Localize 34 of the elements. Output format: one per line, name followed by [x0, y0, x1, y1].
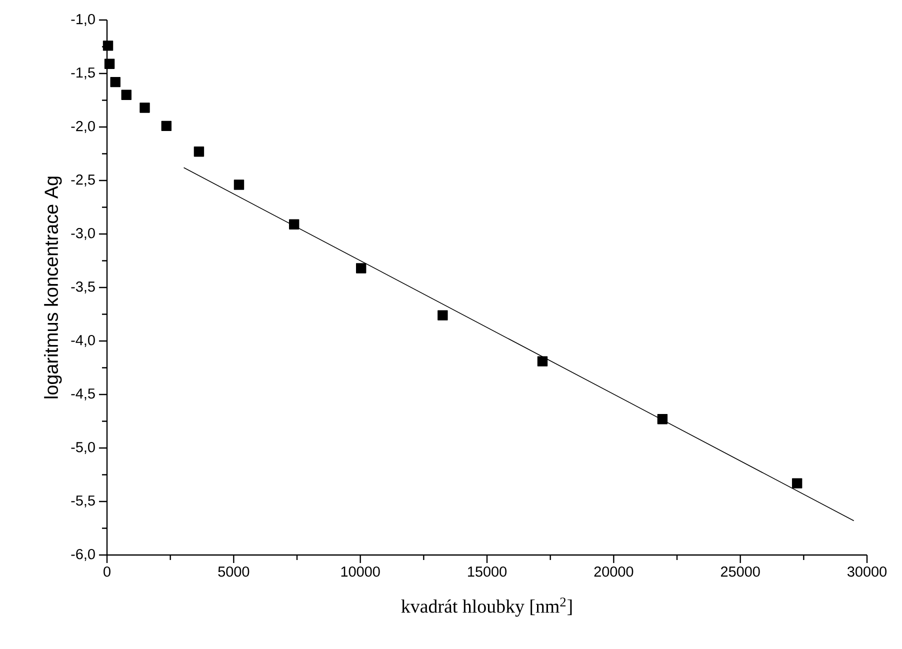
y-tick-label: -4,5	[71, 388, 95, 400]
y-tick-label: -3,5	[71, 282, 95, 294]
point	[104, 58, 115, 69]
y-tick-label: -4,0	[71, 335, 95, 347]
x-tick-label: 5000	[218, 566, 250, 577]
point	[110, 76, 120, 88]
point	[356, 263, 366, 274]
point	[234, 180, 244, 190]
point	[121, 90, 132, 100]
y-tick-label: -5,0	[71, 442, 95, 454]
y-tick-label: -2,5	[71, 174, 95, 186]
point	[657, 414, 668, 424]
y-tick-label: -1,5	[71, 68, 95, 80]
point	[194, 146, 204, 157]
y-tick-label: -3,0	[71, 228, 95, 240]
y-tick-label: -1,0	[71, 14, 95, 26]
y-axis-title: logaritmus koncentrace Ag	[44, 176, 62, 398]
point	[792, 478, 802, 488]
x-axis-title: kvadrát hloubky [nm$^{2}$]	[401, 598, 572, 617]
point	[161, 120, 172, 132]
x-tick-label: 10000	[341, 566, 380, 577]
point	[537, 356, 548, 366]
x-tick-label: 15000	[468, 566, 507, 577]
x-tick-label: 25000	[720, 566, 760, 577]
point	[140, 102, 150, 113]
x-tick-label: 30000	[847, 566, 887, 577]
x-tick-label: 20000	[594, 566, 634, 577]
point	[102, 40, 114, 51]
y-tick-label: -2,0	[71, 121, 95, 133]
point	[438, 310, 448, 320]
y-tick-label: -5,5	[71, 496, 95, 508]
point	[288, 219, 300, 230]
y-tick-label: -6,0	[71, 549, 95, 561]
x-tick-label: 0	[104, 566, 110, 577]
